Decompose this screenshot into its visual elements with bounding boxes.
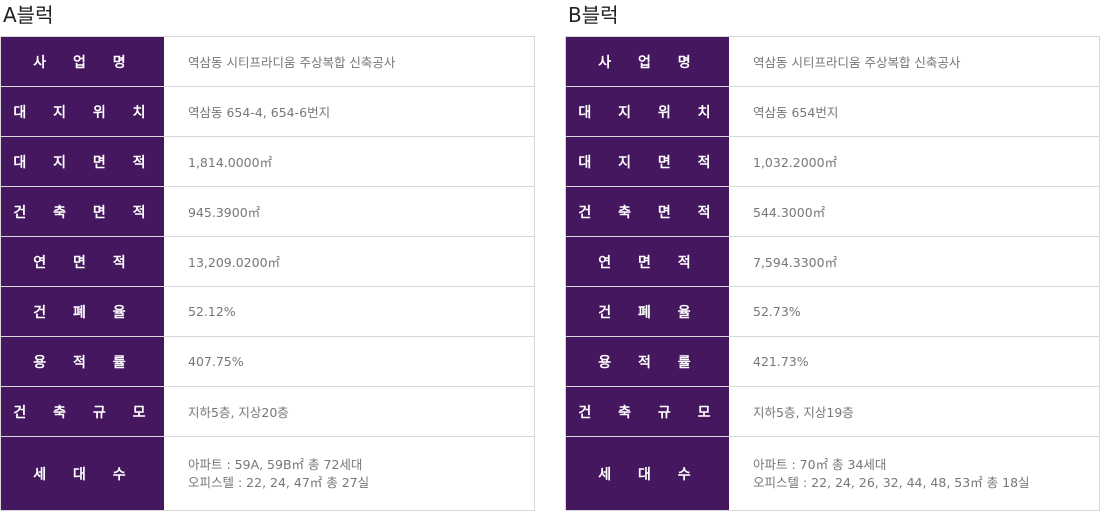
table-row: 건 축 면 적 544.3000㎡ xyxy=(565,186,1100,237)
row-label: 용 적 률 xyxy=(0,336,164,387)
row-value: 역삼동 시티프라디움 주상복합 신축공사 xyxy=(164,36,535,87)
row-value: 지하5층, 지상20층 xyxy=(164,386,535,437)
row-value: 945.3900㎡ xyxy=(164,186,535,237)
row-value: 1,814.0000㎡ xyxy=(164,136,535,187)
row-label: 사 업 명 xyxy=(565,36,729,87)
row-label: 건 축 면 적 xyxy=(565,186,729,237)
row-label: 건 축 면 적 xyxy=(0,186,164,237)
table-row: 건 축 규 모 지하5층, 지상20층 xyxy=(0,386,535,437)
table-row: 건 축 규 모 지하5층, 지상19층 xyxy=(565,386,1100,437)
table-row: 건 축 면 적 945.3900㎡ xyxy=(0,186,535,237)
row-value: 52.12% xyxy=(164,286,535,337)
value-line-officetel: 오피스텔 : 22, 24, 26, 32, 44, 48, 53㎡ 총 18실 xyxy=(753,474,1030,490)
table-row: 건 폐 율 52.73% xyxy=(565,286,1100,337)
row-value: 역삼동 654번지 xyxy=(729,86,1100,137)
row-label: 대 지 면 적 xyxy=(0,136,164,187)
table-row: 용 적 률 421.73% xyxy=(565,336,1100,387)
block-title: A블럭 xyxy=(3,3,54,27)
row-value: 407.75% xyxy=(164,336,535,387)
table-row: 대 지 면 적 1,032.2000㎡ xyxy=(565,136,1100,187)
row-label: 건 축 규 모 xyxy=(565,386,729,437)
row-value: 13,209.0200㎡ xyxy=(164,236,535,287)
row-value: 52.73% xyxy=(729,286,1100,337)
block-b: B블럭 사 업 명 역삼동 시티프라디움 주상복합 신축공사 대 지 위 치 역삼동… xyxy=(565,0,1100,511)
value-line-apartment: 아파트 : 70㎡ 총 34세대 xyxy=(753,456,887,472)
block-title: B블럭 xyxy=(568,3,619,27)
row-label: 세 대 수 xyxy=(565,436,729,511)
table-row: 사 업 명 역삼동 시티프라디움 주상복합 신축공사 xyxy=(565,36,1100,87)
row-label: 건 폐 율 xyxy=(0,286,164,337)
row-label: 용 적 률 xyxy=(565,336,729,387)
row-label: 세 대 수 xyxy=(0,436,164,511)
row-value: 421.73% xyxy=(729,336,1100,387)
info-table: 사 업 명 역삼동 시티프라디움 주상복합 신축공사 대 지 위 치 역삼동 654… xyxy=(0,36,535,511)
table-row: 대 지 위 치 역삼동 654번지 xyxy=(565,86,1100,137)
table-row: 대 지 위 치 역삼동 654-4, 654-6번지 xyxy=(0,86,535,137)
table-row: 건 폐 율 52.12% xyxy=(0,286,535,337)
info-table: 사 업 명 역삼동 시티프라디움 주상복합 신축공사 대 지 위 치 역삼동 654… xyxy=(565,36,1100,511)
value-line-apartment: 아파트 : 59A, 59B㎡ 총 72세대 xyxy=(188,456,363,472)
row-value: 지하5층, 지상19층 xyxy=(729,386,1100,437)
table-row: 연 면 적 7,594.3300㎡ xyxy=(565,236,1100,287)
row-label: 건 축 규 모 xyxy=(0,386,164,437)
row-value: 7,594.3300㎡ xyxy=(729,236,1100,287)
table-row: 세 대 수 아파트 : 70㎡ 총 34세대 오피스텔 : 22, 24, 26, … xyxy=(565,436,1100,511)
row-label: 건 폐 율 xyxy=(565,286,729,337)
row-label: 대 지 위 치 xyxy=(565,86,729,137)
row-label: 연 면 적 xyxy=(565,236,729,287)
table-row: 연 면 적 13,209.0200㎡ xyxy=(0,236,535,287)
row-value: 역삼동 시티프라디움 주상복합 신축공사 xyxy=(729,36,1100,87)
table-row: 용 적 률 407.75% xyxy=(0,336,535,387)
row-label: 연 면 적 xyxy=(0,236,164,287)
row-value: 544.3000㎡ xyxy=(729,186,1100,237)
row-label: 대 지 면 적 xyxy=(565,136,729,187)
table-row: 사 업 명 역삼동 시티프라디움 주상복합 신축공사 xyxy=(0,36,535,87)
row-value: 역삼동 654-4, 654-6번지 xyxy=(164,86,535,137)
row-label: 대 지 위 치 xyxy=(0,86,164,137)
value-line-officetel: 오피스텔 : 22, 24, 47㎡ 총 27실 xyxy=(188,474,370,490)
row-value: 1,032.2000㎡ xyxy=(729,136,1100,187)
block-a: A블럭 사 업 명 역삼동 시티프라디움 주상복합 신축공사 대 지 위 치 역삼동… xyxy=(0,0,535,511)
table-row: 세 대 수 아파트 : 59A, 59B㎡ 총 72세대 오피스텔 : 22, 24… xyxy=(0,436,535,511)
table-row: 대 지 면 적 1,814.0000㎡ xyxy=(0,136,535,187)
row-label: 사 업 명 xyxy=(0,36,164,87)
